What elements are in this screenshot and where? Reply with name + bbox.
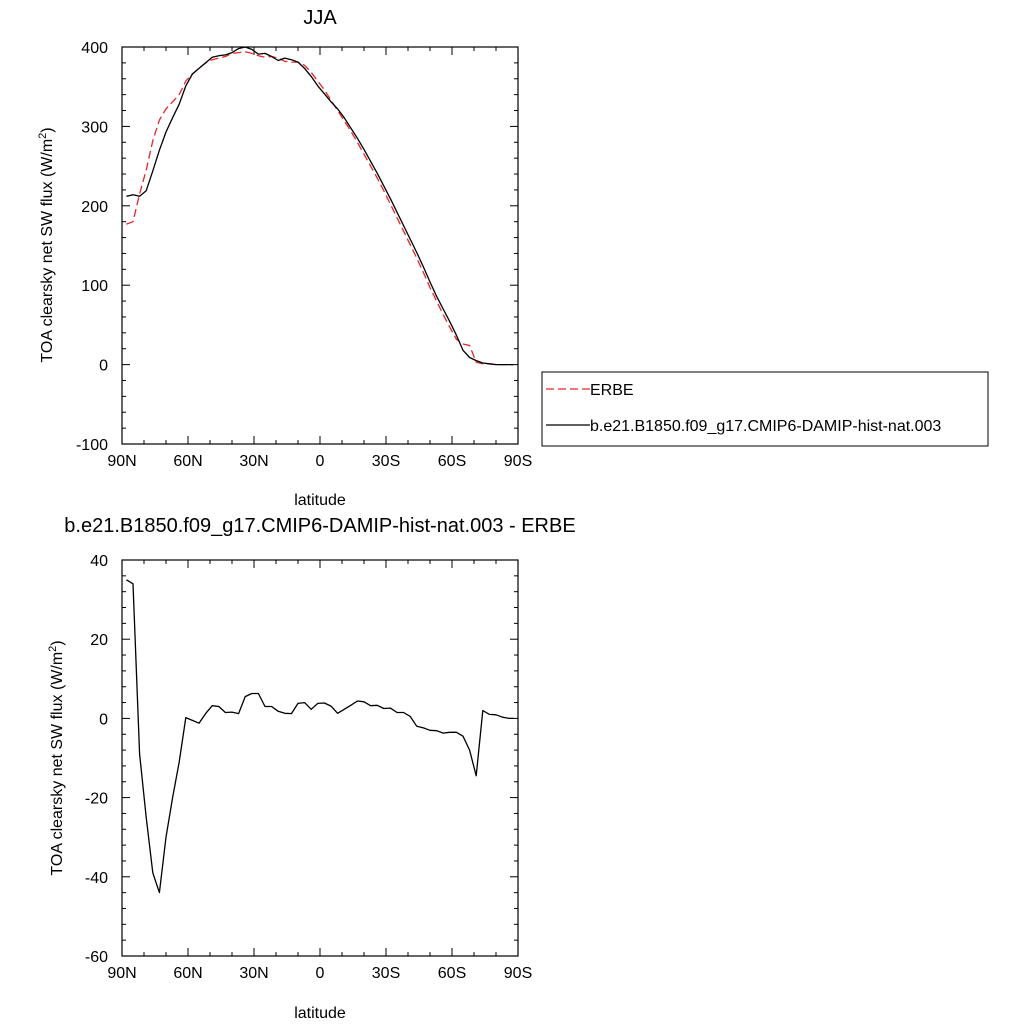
x-axis-ticks: 90N 60N 30N 0 30S 60S 90S bbox=[107, 560, 532, 982]
x-tick-label: 0 bbox=[316, 453, 325, 470]
y-tick-label: 40 bbox=[90, 553, 108, 570]
legend-label-erbe: ERBE bbox=[590, 382, 634, 399]
x-tick-label: 30N bbox=[239, 453, 268, 470]
x-tick-label: 60S bbox=[438, 965, 466, 982]
y-tick-label: 400 bbox=[81, 40, 108, 57]
y-tick-label: 200 bbox=[81, 199, 108, 216]
y-tick-label: -60 bbox=[85, 949, 108, 966]
x-axis-label: latitude bbox=[294, 1005, 346, 1022]
y-axis-ticks: 400 300 200 100 0 -100 bbox=[76, 40, 518, 454]
y-tick-label: 0 bbox=[99, 358, 108, 375]
x-axis-ticks: 90N 60N 30N 0 30S 60S 90S bbox=[107, 47, 532, 470]
series-lines bbox=[126, 46, 514, 366]
y-tick-label: -100 bbox=[76, 437, 108, 454]
chart-title: JJA bbox=[303, 7, 337, 29]
x-tick-label: 30N bbox=[239, 965, 268, 982]
y-tick-label: 0 bbox=[99, 711, 108, 728]
x-tick-label: 60S bbox=[438, 453, 466, 470]
x-tick-label: 30S bbox=[372, 453, 400, 470]
y-tick-label: 20 bbox=[90, 632, 108, 649]
x-tick-label: 90N bbox=[107, 965, 136, 982]
zonal-mean-panel: JJA 90N 60N 30N 0 30S 60S 90S 400 300 200 100 0 -10… bbox=[37, 7, 532, 509]
y-tick-label: -20 bbox=[85, 791, 108, 808]
y-tick-label: 100 bbox=[81, 278, 108, 295]
series-line-difference bbox=[126, 579, 514, 894]
y-axis-label: TOA clearsky net SW flux (W/m2) bbox=[47, 640, 66, 875]
legend-box bbox=[541, 371, 989, 447]
x-tick-label: 90N bbox=[107, 453, 136, 470]
y-tick-label: 300 bbox=[81, 119, 108, 136]
series-lines bbox=[126, 579, 514, 894]
x-tick-label: 90S bbox=[504, 453, 532, 470]
y-axis-label: TOA clearsky net SW flux (W/m2) bbox=[37, 127, 56, 362]
y-tick-label: -40 bbox=[85, 870, 108, 887]
y-axis-ticks: 40 20 0 -20 -40 -60 bbox=[85, 553, 518, 966]
difference-panel: b.e21.B1850.f09_g17.CMIP6-DAMIP-hist-nat… bbox=[47, 515, 576, 1022]
x-tick-label: 30S bbox=[372, 965, 400, 982]
legend-label-model: b.e21.B1850.f09_g17.CMIP6-DAMIP-hist-nat… bbox=[590, 418, 941, 435]
series-line-erbe bbox=[126, 51, 514, 366]
x-tick-label: 60N bbox=[173, 453, 202, 470]
plot-frame bbox=[121, 559, 519, 957]
x-tick-label: 0 bbox=[316, 965, 325, 982]
series-line-model bbox=[126, 46, 514, 366]
x-tick-label: 90S bbox=[504, 965, 532, 982]
x-tick-label: 60N bbox=[173, 965, 202, 982]
plot-frame bbox=[121, 46, 519, 445]
chart-title: b.e21.B1850.f09_g17.CMIP6-DAMIP-hist-nat… bbox=[64, 515, 575, 537]
legend: ERBE b.e21.B1850.f09_g17.CMIP6-DAMIP-his… bbox=[541, 371, 989, 447]
x-axis-label: latitude bbox=[294, 492, 346, 509]
